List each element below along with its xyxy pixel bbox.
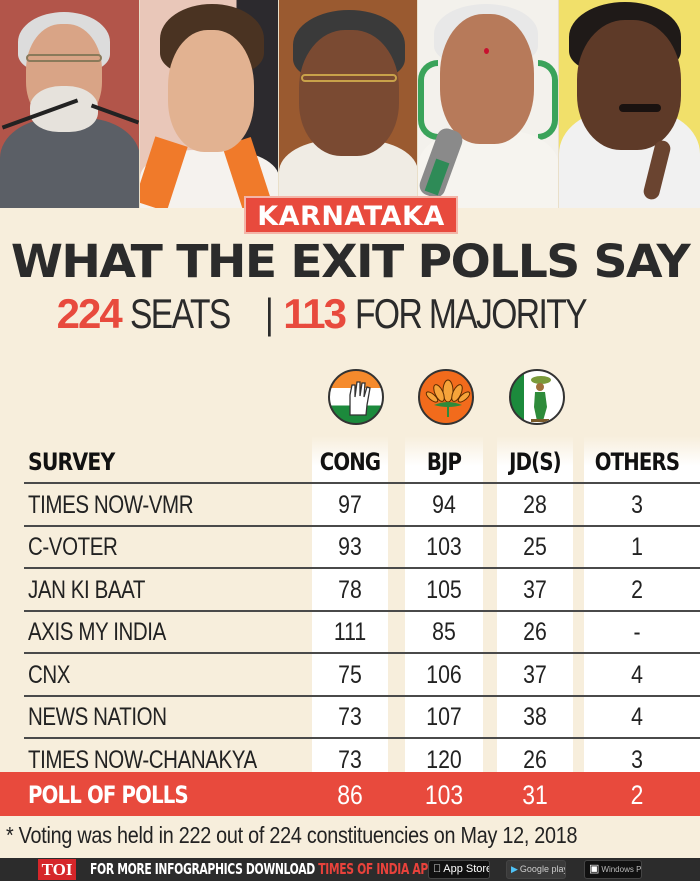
photo-leader-2: [140, 0, 279, 208]
cong-seats: 78: [338, 575, 362, 604]
table-header-row: SURVEY CONG BJP JD(S) OTHERS: [0, 440, 700, 483]
hand-symbol-icon: [328, 369, 384, 425]
lotus-symbol-icon: [418, 369, 474, 425]
farmer-woman-symbol-icon: [509, 369, 565, 425]
majority-label: FOR MAJORITY: [354, 290, 588, 337]
table-row: TIMES NOW-CHANAKYA 73 120 26 3: [0, 738, 700, 781]
play-store-icon: ▶: [511, 864, 518, 874]
header-divider: [24, 482, 700, 484]
cong-seats: 93: [338, 533, 362, 561]
footer-app-name[interactable]: TIMES OF INDIA APP: [318, 860, 436, 878]
jds-seats: 26: [523, 618, 547, 646]
jds-seats: 28: [523, 490, 547, 519]
footer-bar: TOI FOR MORE INFOGRAPHICS DOWNLOAD TIMES…: [0, 858, 700, 881]
survey-name: TIMES NOW-CHANAKYA: [28, 745, 257, 774]
poll-of-polls-row: POLL OF POLLS 86 103 31 2: [0, 772, 700, 816]
column-band-fade: [312, 436, 700, 466]
table-row: NEWS NATION 73 107 38 4: [0, 695, 700, 738]
bjp-seats: 120: [426, 745, 462, 774]
bjp-column-header: BJP: [426, 448, 462, 476]
windows-phone-button[interactable]: ▣Windows Phone: [584, 860, 642, 879]
survey-name: JAN KI BAAT: [28, 575, 146, 604]
app-store-button[interactable]: App Store: [428, 860, 490, 879]
bjp-seats: 105: [426, 575, 462, 604]
apple-icon: : [433, 861, 441, 878]
jds-seats: 37: [523, 575, 547, 604]
toi-logo[interactable]: TOI: [38, 859, 76, 880]
table-row: TIMES NOW-VMR 97 94 28 3: [0, 483, 700, 526]
cong-seats: 73: [338, 703, 362, 731]
bjp-seats-total: 103: [424, 780, 464, 810]
google-play-label: Google play: [519, 864, 566, 874]
others-seats: 4: [631, 660, 643, 689]
footer-text: FOR MORE INFOGRAPHICS DOWNLOAD: [90, 860, 319, 878]
windows-icon: ▣: [589, 863, 600, 875]
footnote: * Voting was held in 222 out of 224 cons…: [6, 822, 578, 848]
cong-seats: 75: [338, 660, 362, 689]
photo-leader-4: [418, 0, 559, 208]
cong-seats: 97: [338, 490, 362, 519]
table-row: AXIS MY INDIA 111 85 26 -: [0, 610, 700, 653]
photo-leader-3: [279, 0, 418, 208]
jds-seats: 38: [523, 703, 547, 731]
app-store-label: App Store: [435, 863, 489, 875]
cong-seats-total: 86: [337, 780, 363, 810]
bjp-seats: 103: [426, 533, 462, 561]
row-divider: [24, 652, 700, 654]
jds-column-band: [497, 436, 573, 772]
survey-name: C-VOTER: [28, 533, 118, 561]
survey-name: NEWS NATION: [28, 703, 167, 731]
row-divider: [24, 525, 700, 527]
others-seats: 4: [631, 703, 643, 731]
jds-seats-total: 31: [522, 780, 548, 810]
majority-value: 113: [283, 290, 347, 337]
cong-seats: 111: [333, 618, 367, 646]
others-seats-total: 2: [630, 780, 644, 810]
others-seats: 1: [631, 533, 643, 561]
others-seats: 3: [631, 745, 643, 774]
bjp-seats: 106: [426, 660, 462, 689]
total-seats-value: 224: [56, 290, 123, 337]
others-column-header: OTHERS: [594, 448, 680, 476]
state-label-badge: KARNATAKA: [244, 196, 458, 234]
subtitle-separator: |: [264, 290, 274, 337]
row-divider: [24, 695, 700, 697]
survey-column-header: SURVEY: [28, 448, 115, 476]
jds-seats: 37: [523, 660, 547, 689]
survey-name: AXIS MY INDIA: [28, 618, 166, 646]
others-seats: -: [633, 618, 641, 646]
google-play-button[interactable]: ▶ Google play: [506, 860, 566, 879]
photo-leader-5: [559, 0, 700, 208]
table-row: C-VOTER 93 103 25 1: [0, 525, 700, 568]
bjp-seats: 85: [432, 618, 456, 646]
cong-seats: 73: [338, 745, 362, 774]
cong-column-header: CONG: [319, 448, 381, 476]
jds-column-header: JD(S): [509, 448, 562, 476]
footer-promo-text: FOR MORE INFOGRAPHICS DOWNLOAD TIMES OF …: [90, 858, 436, 881]
bjp-seats: 107: [426, 703, 462, 731]
seats-subtitle: 224 SEATS | 113 FOR MAJORITY: [0, 288, 700, 340]
bjp-column-band: [405, 436, 483, 772]
cong-column-band: [312, 436, 388, 772]
survey-name: CNX: [28, 660, 71, 689]
exit-poll-table: SURVEY CONG BJP JD(S) OTHERS TIMES NOW-V…: [0, 440, 700, 780]
seats-label: SEATS: [130, 290, 231, 337]
others-column-band: [584, 436, 700, 772]
jds-seats: 26: [523, 745, 547, 774]
jds-seats: 25: [523, 533, 547, 561]
row-divider: [24, 567, 700, 569]
page-title: WHAT THE EXIT POLLS SAY: [10, 235, 691, 288]
row-divider: [24, 737, 700, 739]
leaders-photo-strip: [0, 0, 700, 208]
poll-of-polls-label: POLL OF POLLS: [28, 781, 189, 809]
row-divider: [24, 610, 700, 612]
photo-leader-1: [0, 0, 140, 208]
bjp-seats: 94: [432, 490, 456, 519]
survey-name: TIMES NOW-VMR: [28, 490, 194, 519]
others-seats: 2: [631, 575, 643, 604]
windows-phone-label: Windows Phone: [601, 865, 642, 874]
table-row: CNX 75 106 37 4: [0, 653, 700, 696]
table-row: JAN KI BAAT 78 105 37 2: [0, 568, 700, 611]
others-seats: 3: [631, 490, 643, 519]
